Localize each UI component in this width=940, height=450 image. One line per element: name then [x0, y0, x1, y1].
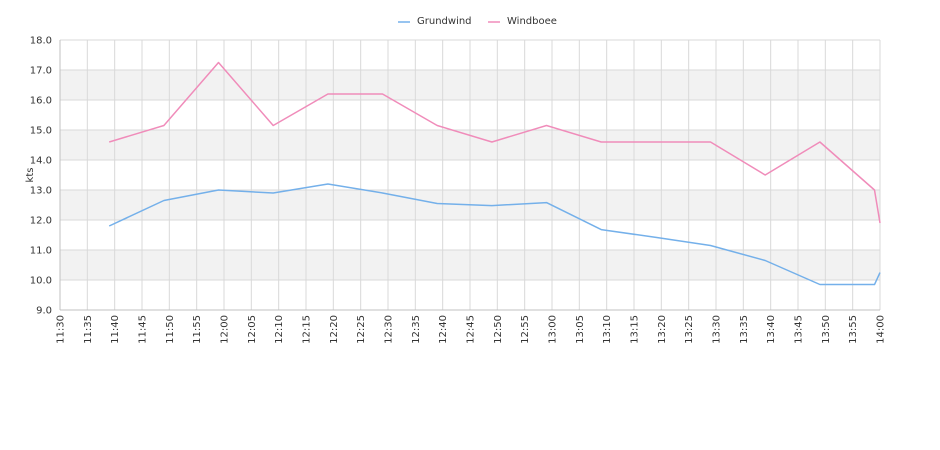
y-tick-label: 16.0 [30, 96, 52, 107]
y-axis-ticks: 9.0 10.0 11.0 12.0 13.0 14.0 15.0 16.0 17.0 18.0 [30, 36, 52, 317]
y-tick-label: 14.0 [30, 156, 52, 167]
x-tick-label: 14:00 [876, 315, 887, 344]
x-axis-ticks: 11:30 11:35 11:40 11:45 11:50 11:55 12:00 12:05… [56, 315, 887, 344]
x-tick-label: 13:25 [684, 315, 695, 344]
y-tick-label: 15.0 [30, 126, 52, 137]
x-tick-label: 11:30 [56, 315, 67, 344]
y-tick-label: 17.0 [30, 66, 52, 77]
x-tick-label: 13:40 [766, 315, 777, 344]
y-tick-label: 13.0 [30, 186, 52, 197]
y-tick-label: 18.0 [30, 36, 52, 47]
x-tick-label: 12:50 [493, 315, 504, 344]
axes [59, 40, 880, 311]
x-tick-label: 12:05 [247, 315, 258, 344]
y-tick-label: 9.0 [36, 306, 52, 317]
x-tick-label: 11:55 [192, 315, 203, 344]
legend: Grundwind Windboee [398, 16, 557, 27]
series-line-windboee [108, 61, 881, 224]
y-tick-label: 12.0 [30, 216, 52, 227]
x-tick-label: 13:20 [657, 315, 668, 344]
x-tick-label: 12:45 [466, 315, 477, 344]
x-tick-label: 12:00 [220, 315, 231, 344]
x-tick-label: 12:20 [329, 315, 340, 344]
legend-label-grundwind: Grundwind [417, 16, 472, 27]
x-tick-label: 12:55 [520, 315, 531, 344]
x-tick-label: 12:25 [356, 315, 367, 344]
x-tick-label: 13:10 [602, 315, 613, 344]
series-lines [108, 61, 881, 286]
y-axis-label: kts [25, 168, 36, 183]
y-tick-label: 11.0 [30, 246, 52, 257]
x-tick-label: 13:05 [575, 315, 586, 344]
x-tick-label: 12:15 [302, 315, 313, 344]
x-tick-label: 13:00 [548, 315, 559, 344]
x-tick-label: 11:45 [138, 315, 149, 344]
x-tick-label: 13:15 [630, 315, 641, 344]
x-tick-label: 13:30 [712, 315, 723, 344]
x-tick-label: 13:35 [739, 315, 750, 344]
series-line-grundwind [108, 183, 881, 286]
x-tick-label: 11:40 [110, 315, 121, 344]
x-tick-label: 13:45 [794, 315, 805, 344]
x-tick-label: 12:30 [384, 315, 395, 344]
x-tick-label: 13:55 [848, 315, 859, 344]
x-tick-label: 11:35 [83, 315, 94, 344]
x-tick-label: 12:10 [274, 315, 285, 344]
x-tick-label: 11:50 [165, 315, 176, 344]
y-tick-label: 10.0 [30, 276, 52, 287]
legend-label-windboee: Windboee [507, 16, 557, 27]
x-tick-label: 12:35 [411, 315, 422, 344]
x-tick-label: 13:50 [821, 315, 832, 344]
x-tick-label: 12:40 [438, 315, 449, 344]
